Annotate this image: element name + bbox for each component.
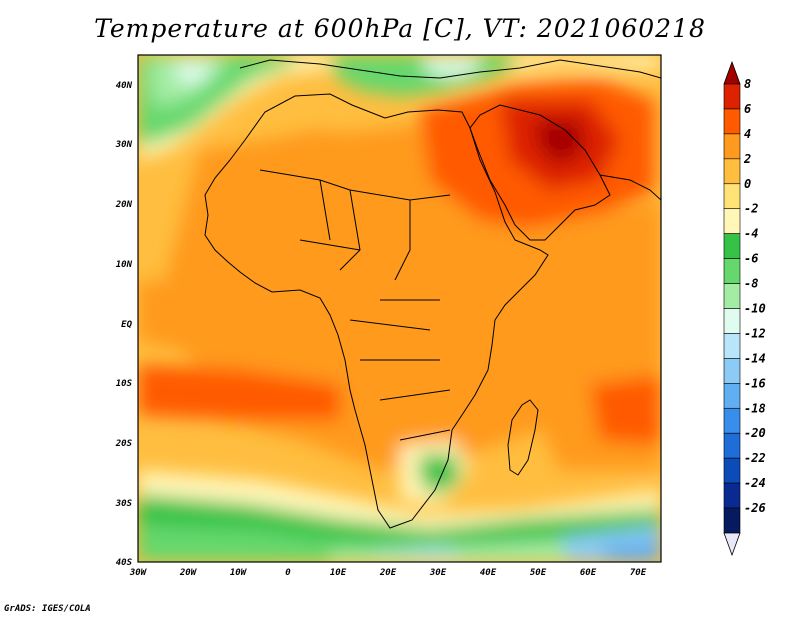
lat-tick-label: 40N <box>116 81 133 91</box>
arabia-coastline <box>469 104 611 241</box>
colorbar-swatch <box>723 158 741 185</box>
colorbar-swatch <box>723 432 741 459</box>
chart-title: Temperature at 600hPa [C], VT: 202106021… <box>94 14 706 43</box>
colorbar-swatch <box>723 258 741 284</box>
lon-tick-label: 30E <box>429 568 447 578</box>
field-region-iran-core <box>535 120 585 165</box>
colorbar-swatch <box>723 407 741 434</box>
colorbar-swatch <box>723 358 741 384</box>
colorbar-swatch <box>723 482 741 509</box>
field-region-sahara <box>200 130 420 250</box>
lon-tick-label: 20E <box>379 568 397 578</box>
field-region-north-cool <box>138 55 661 160</box>
colorbar-swatch <box>723 83 741 110</box>
colorbar-label: -12 <box>744 326 766 340</box>
colorbar-swatch <box>723 208 741 234</box>
lon-tick-label: 10W <box>230 568 248 578</box>
temperature-field <box>138 55 661 562</box>
lat-tick-label: 30N <box>115 140 133 150</box>
lon-tick-label: 40E <box>480 568 497 578</box>
lat-tick-label: 40S <box>116 558 133 568</box>
lon-tick-label: 10E <box>330 568 347 578</box>
colorbar-swatch <box>723 383 741 409</box>
colorbar-swatch <box>723 308 741 334</box>
colorbar: 8 6 4 2 0 -2 -4 -6 -8 -10 -12 -14 -16 -18 -20 -22 -24 -26 <box>723 60 766 557</box>
colorbar-label: 8 <box>744 77 751 91</box>
colorbar-swatch <box>723 457 741 484</box>
country-borders <box>259 169 451 441</box>
colorbar-label: 4 <box>744 127 751 141</box>
lon-tick-label: 0 <box>285 568 291 578</box>
lat-tick-label: 30S <box>115 499 133 509</box>
colorbar-label: 0 <box>744 177 751 191</box>
coastlines <box>204 59 661 529</box>
lat-tick-label: 20N <box>115 200 133 210</box>
lon-tick-label: 20W <box>179 568 198 578</box>
colorbar-label: -16 <box>744 376 766 390</box>
plot-frame <box>137 54 662 563</box>
colorbar-label: -24 <box>744 476 766 490</box>
lat-axis: 40N 30N 20N 10N EQ 10S 20S 30S 40S <box>115 81 133 568</box>
colorbar-swatch <box>723 333 741 359</box>
colorbar-swatch <box>723 108 741 135</box>
field-region-atlantic-band <box>138 365 340 420</box>
africa-coastline <box>204 93 549 529</box>
lat-tick-label: 20S <box>115 439 133 449</box>
colorbar-top-arrow <box>723 60 741 85</box>
colorbar-swatch <box>723 133 741 160</box>
colorbar-swatch <box>723 507 741 534</box>
field-region-med-pale <box>420 58 480 78</box>
asia-coastline <box>599 174 661 201</box>
colorbar-label: -10 <box>744 302 766 316</box>
lon-tick-label: 50E <box>530 568 547 578</box>
colorbar-label: -22 <box>744 451 766 465</box>
colorbar-label: -20 <box>744 426 766 440</box>
europe-coastline <box>239 59 661 79</box>
colorbar-label: -18 <box>744 401 766 415</box>
colorbar-label: -6 <box>744 252 758 266</box>
colorbar-bottom-arrow <box>723 532 741 557</box>
colorbar-label: -4 <box>744 227 758 241</box>
colorbar-swatch <box>723 283 741 309</box>
field-region-southeast-deepblue <box>600 540 661 562</box>
field-region-gulf-guinea <box>138 280 330 360</box>
lon-tick-label: 30W <box>129 568 148 578</box>
lon-tick-label: 70E <box>630 568 647 578</box>
colorbar-label: -2 <box>744 202 758 216</box>
lat-tick-label: 10N <box>116 260 133 270</box>
field-region-northwest-pale <box>175 62 215 86</box>
colorbar-label: 6 <box>744 102 751 116</box>
grads-credit: GrADS: IGES/COLA <box>4 604 91 614</box>
colorbar-label: -14 <box>744 351 766 365</box>
field-region-south-lightblue <box>360 548 470 560</box>
colorbar-label: -26 <box>744 501 766 515</box>
madagascar-coastline <box>507 399 539 476</box>
field-region-madagascar-east <box>590 375 661 445</box>
colorbar-label: -8 <box>744 277 758 291</box>
lat-tick-label: EQ <box>121 320 132 330</box>
colorbar-label: 2 <box>743 152 751 166</box>
colorbar-swatch <box>723 233 741 259</box>
lat-tick-label: 10S <box>116 379 133 389</box>
lon-tick-label: 60E <box>580 568 597 578</box>
lon-axis: 30W 20W 10W 0 10E 20E 30E 40E 50E 60E 70… <box>129 568 647 578</box>
colorbar-swatch <box>723 183 741 210</box>
field-region-drakensberg-green <box>420 455 460 495</box>
